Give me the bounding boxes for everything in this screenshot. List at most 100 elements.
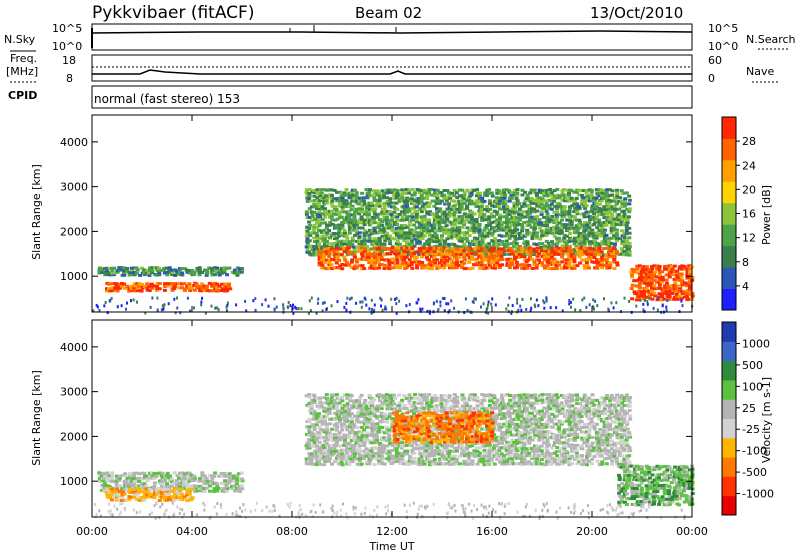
data-cell — [654, 280, 659, 284]
data-cell — [105, 477, 110, 481]
data-cell — [322, 239, 327, 243]
data-cell — [320, 263, 325, 267]
data-cell — [145, 495, 150, 499]
data-cell — [150, 266, 155, 270]
data-cell — [362, 444, 367, 447]
data-cell — [309, 459, 314, 463]
data-cell — [202, 286, 207, 290]
data-cell — [335, 236, 340, 240]
data-cell — [312, 202, 317, 206]
ground-scatter-cell — [98, 309, 101, 313]
data-cell — [108, 496, 113, 500]
data-cell — [362, 237, 367, 241]
data-cell — [227, 472, 232, 476]
data-cell — [449, 261, 454, 264]
data-cell — [500, 240, 505, 243]
data-cell — [422, 196, 427, 200]
data-cell — [339, 253, 344, 257]
data-cell — [369, 411, 374, 415]
data-cell — [347, 196, 352, 200]
data-cell — [427, 221, 432, 225]
data-cell — [350, 204, 355, 208]
data-cell — [433, 194, 437, 198]
data-cell — [342, 456, 347, 460]
data-cell — [459, 239, 464, 243]
data-cell — [539, 229, 544, 233]
data-cell — [155, 284, 160, 288]
data-cell — [312, 244, 317, 248]
data-cell — [345, 193, 350, 197]
data-cell — [597, 213, 602, 217]
data-cell — [472, 220, 477, 224]
data-cell — [429, 246, 434, 250]
data-cell — [142, 484, 147, 488]
data-cell — [125, 284, 130, 288]
data-cell — [305, 239, 310, 243]
data-cell — [317, 261, 322, 265]
data-cell — [192, 474, 197, 478]
data-cell — [550, 253, 554, 257]
data-cell — [414, 215, 419, 219]
data-cell — [342, 218, 347, 222]
data-cell — [162, 266, 167, 270]
data-cell — [664, 281, 669, 285]
data-cell — [607, 240, 611, 243]
data-cell — [624, 232, 629, 236]
data-cell — [490, 234, 495, 238]
data-cell — [360, 221, 365, 225]
data-cell — [559, 231, 564, 235]
data-cell — [378, 212, 383, 216]
data-cell — [687, 267, 692, 271]
data-cell — [407, 459, 412, 463]
ground-scatter-cell — [445, 302, 448, 306]
data-cell — [110, 474, 115, 478]
data-cell — [462, 267, 467, 271]
data-cell — [443, 252, 447, 256]
data-cell — [353, 433, 357, 437]
data-cell — [412, 191, 417, 195]
data-cell — [394, 255, 399, 259]
data-cell — [439, 199, 444, 203]
data-cell — [360, 242, 365, 246]
data-cell — [409, 252, 414, 256]
data-cell — [320, 422, 325, 426]
data-cell — [465, 231, 470, 235]
data-cell — [319, 254, 324, 258]
data-cell — [485, 248, 490, 251]
data-cell — [374, 435, 379, 439]
data-cell — [524, 260, 529, 264]
data-cell — [169, 479, 174, 483]
data-cell — [579, 246, 584, 250]
ground-scatter-cell — [380, 298, 383, 302]
data-cell — [487, 245, 492, 249]
ground-scatter-cell — [126, 301, 128, 305]
data-cell — [354, 258, 359, 262]
data-cell — [515, 210, 520, 214]
ground-scatter-cell — [245, 309, 248, 313]
data-cell — [595, 258, 600, 262]
data-cell — [389, 403, 394, 407]
data-cell — [320, 197, 325, 201]
data-cell — [425, 226, 430, 230]
data-cell — [582, 234, 587, 238]
data-cell — [350, 242, 355, 246]
data-cell — [339, 404, 344, 407]
data-cell — [572, 264, 577, 268]
data-cell — [385, 210, 390, 213]
data-cell — [667, 292, 672, 296]
data-cell — [524, 245, 529, 249]
data-cell — [315, 434, 320, 437]
data-cell — [107, 271, 112, 275]
data-cell — [535, 220, 540, 224]
data-cell — [425, 239, 430, 243]
data-cell — [114, 284, 119, 288]
ground-scatter-cell — [487, 311, 490, 315]
data-cell — [657, 265, 662, 268]
data-cell — [148, 266, 152, 270]
data-cell — [427, 407, 432, 411]
data-cell — [477, 209, 482, 213]
data-cell — [498, 217, 502, 221]
data-cell — [444, 242, 449, 246]
data-cell — [602, 231, 607, 235]
